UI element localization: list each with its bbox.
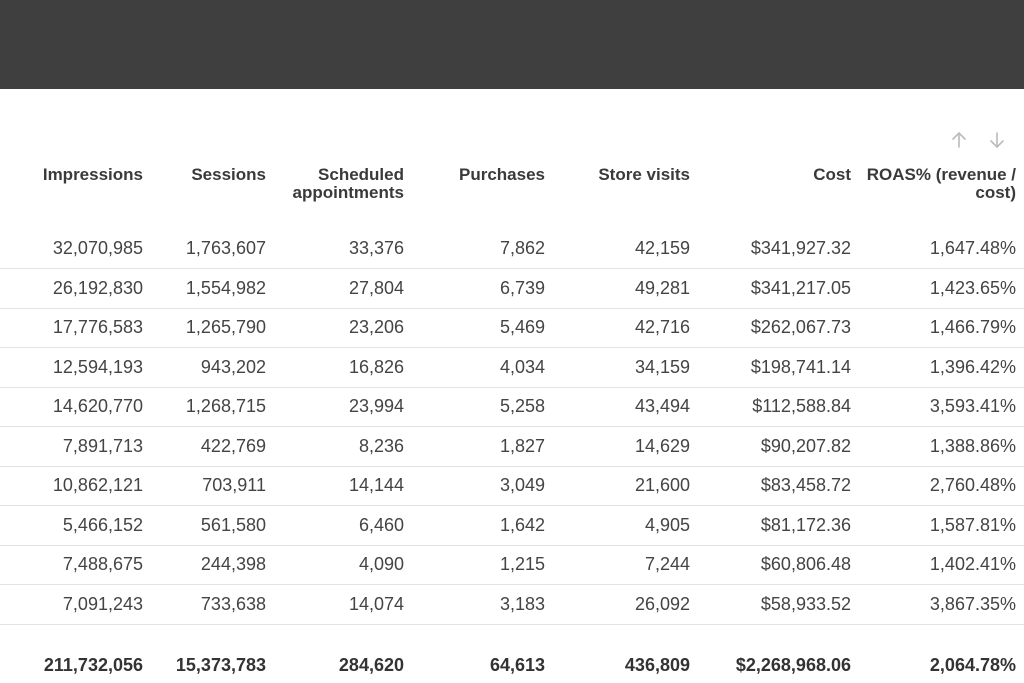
- table-cell: 16,826: [348, 356, 404, 377]
- table-cell: 14,144: [348, 475, 404, 495]
- table-cell: 5,258: [499, 396, 545, 416]
- table-cell: 1,396.42%: [929, 356, 1016, 377]
- table-cell: $81,172.36: [760, 514, 851, 535]
- total-cell: 15,373,783: [175, 655, 266, 675]
- table-cell: 27,804: [348, 277, 404, 298]
- row-divider: [0, 308, 1024, 309]
- table-cell: 14,629: [634, 435, 690, 456]
- row-divider: [0, 387, 1024, 388]
- table-cell: 17,776,583: [52, 317, 143, 337]
- table-cell: 1,554,982: [185, 277, 266, 298]
- table-cell: $198,741.14: [750, 356, 851, 377]
- table-cell: 1,827: [499, 435, 545, 456]
- table-cell: 1,402.41%: [929, 554, 1016, 574]
- sort-descending[interactable]: [990, 132, 1004, 149]
- column-header: Purchases: [459, 165, 545, 184]
- table-cell: 1,265,790: [185, 317, 266, 337]
- table-cell: 1,388.86%: [929, 435, 1016, 456]
- row-divider: [0, 426, 1024, 427]
- table-cell: 7,091,243: [62, 593, 143, 614]
- table-cell: 32,070,985: [52, 238, 143, 258]
- total-cell: 284,620: [338, 655, 404, 675]
- table-cell: 23,994: [348, 396, 404, 416]
- total-cell: 2,064.78%: [929, 655, 1016, 675]
- total-cell: 64,613: [489, 655, 545, 675]
- table-cell: 33,376: [348, 238, 404, 258]
- table-cell: 3,183: [499, 593, 545, 614]
- row-divider: [0, 505, 1024, 506]
- table-cell: 14,074: [348, 593, 404, 614]
- table-cell: 6,460: [358, 514, 404, 535]
- table-cell: 14,620,770: [52, 396, 143, 416]
- table-cell: 7,244: [644, 554, 690, 574]
- table-cell: 3,593.41%: [929, 396, 1016, 416]
- row-divider: [0, 584, 1024, 585]
- table-cell: 23,206: [348, 317, 404, 337]
- table-cell: 4,034: [499, 356, 545, 377]
- table-cell: $83,458.72: [760, 475, 851, 495]
- table-cell: 1,268,715: [185, 396, 266, 416]
- table-cell: $112,588.84: [752, 396, 851, 416]
- table-cell: $262,067.73: [750, 317, 851, 337]
- table-cell: 2,760.48%: [929, 475, 1016, 495]
- table-cell: 4,905: [644, 514, 690, 535]
- table-cell: 12,594,193: [52, 356, 143, 377]
- sort-icons: [952, 131, 1004, 149]
- table-cell: $90,207.82: [760, 435, 851, 456]
- row-divider: [0, 545, 1024, 546]
- table-cell: 3,867.35%: [929, 593, 1016, 614]
- column-header: Impressions: [42, 165, 143, 184]
- table-cell: 4,090: [358, 554, 404, 574]
- row-divider: [0, 268, 1024, 269]
- table-cell: 1,423.65%: [929, 277, 1016, 298]
- total-cell: 211,732,056: [43, 655, 143, 675]
- table-cell: 34,159: [634, 356, 690, 377]
- table-cell: 42,716: [634, 317, 690, 337]
- table-cell: 6,739: [499, 277, 545, 298]
- row-divider: [0, 347, 1024, 348]
- table-cell: 244,398: [200, 554, 266, 574]
- column-header: Store visits: [598, 165, 690, 184]
- table-cell: $58,933.52: [760, 593, 851, 614]
- table-cell: 422,769: [200, 435, 266, 456]
- table-cell: 7,862: [499, 238, 545, 258]
- table-cell: 10,862,121: [52, 475, 143, 495]
- table-cell: 1,642: [499, 514, 545, 535]
- table-cell: 49,281: [634, 277, 690, 298]
- sort-ascending[interactable]: [952, 131, 966, 148]
- table-cell: 561,580: [200, 514, 266, 535]
- table-cell: 7,891,713: [62, 435, 143, 456]
- total-cell: $2,268,968.06: [735, 655, 851, 675]
- top-bar: [0, 0, 1024, 89]
- row-divider: [0, 624, 1024, 625]
- column-header: Sessions: [191, 165, 266, 184]
- table-cell: $341,217.05: [750, 277, 851, 298]
- table-cell: 26,192,830: [52, 277, 143, 298]
- table-cell: 8,236: [358, 435, 404, 456]
- table-cell: 1,215: [499, 554, 545, 574]
- table-cell: 733,638: [200, 593, 266, 614]
- table-cell: 5,466,152: [62, 514, 143, 535]
- table-cell: 43,494: [634, 396, 690, 416]
- table-cell: 1,763,607: [185, 238, 266, 258]
- table-cell: 1,587.81%: [929, 514, 1016, 535]
- row-divider: [0, 466, 1024, 467]
- table-cell: 703,911: [202, 475, 266, 495]
- column-header: Scheduled appointments: [292, 165, 404, 202]
- column-header: ROAS% (revenue / cost): [866, 165, 1016, 202]
- table-cell: 3,049: [499, 475, 545, 495]
- total-cell: 436,809: [624, 655, 690, 675]
- table-cell: 42,159: [634, 238, 690, 258]
- table-cell: 1,466.79%: [929, 317, 1016, 337]
- table-cell: $60,806.48: [760, 554, 851, 574]
- table-cell: 5,469: [499, 317, 545, 337]
- column-header: Cost: [813, 165, 851, 184]
- table-cell: 7,488,675: [62, 554, 143, 574]
- table-cell: $341,927.32: [750, 238, 851, 258]
- table-cell: 21,600: [634, 475, 690, 495]
- table-cell: 26,092: [634, 593, 690, 614]
- table-cell: 1,647.48%: [929, 238, 1016, 258]
- table-cell: 943,202: [200, 356, 266, 377]
